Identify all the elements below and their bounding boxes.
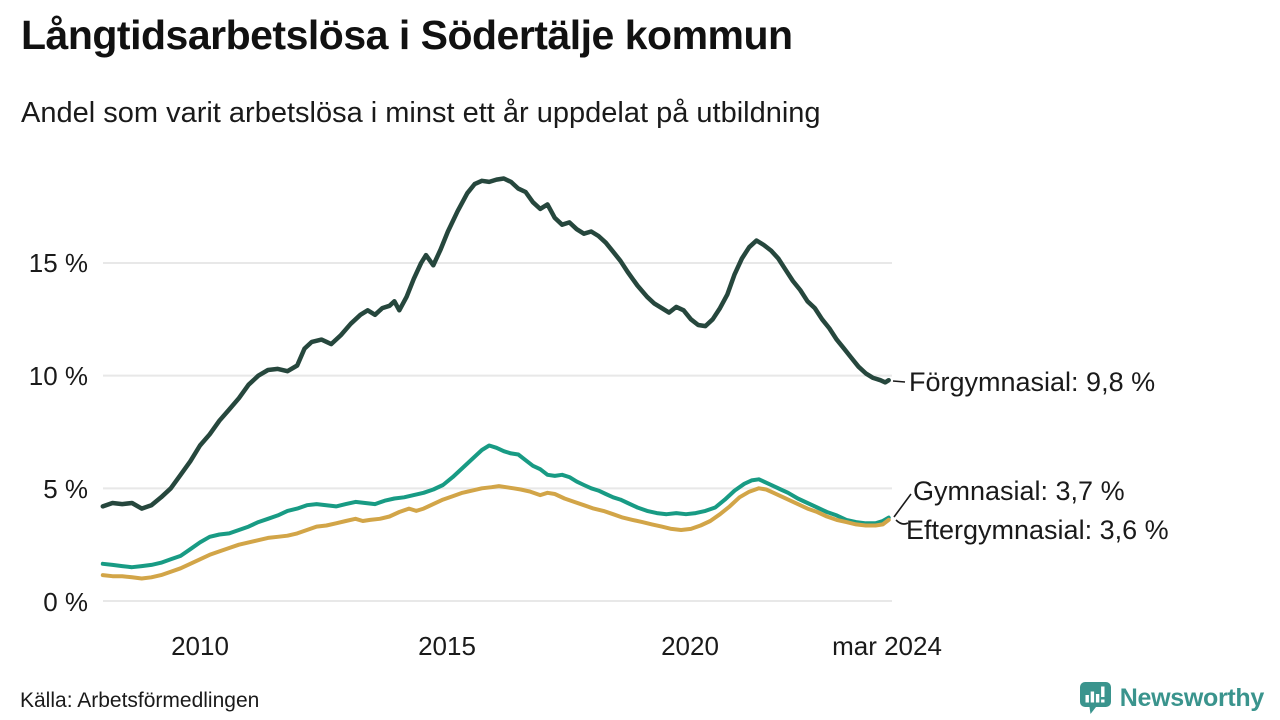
series-label-eftergymnasial: Eftergymnasial: 3,6 % [906, 515, 1169, 545]
leader-line-eftergymnasial [895, 519, 909, 525]
page-title: Långtidsarbetslösa i Södertälje kommun [21, 12, 793, 58]
newsworthy-bubble-chart-icon [1077, 680, 1113, 716]
series-lines [100, 176, 891, 581]
leader-line-gymnasial [893, 493, 912, 518]
page-subtitle: Andel som varit arbetslösa i minst ett å… [21, 97, 821, 129]
x-tick-2015: 2015 [418, 631, 476, 661]
newsworthy-wordmark: Newsworthy [1119, 683, 1265, 712]
y-tick-0: 0 % [43, 587, 88, 617]
x-tick-2020: 2020 [661, 631, 719, 661]
newsworthy-logo[interactable]: Newsworthy [1077, 680, 1264, 716]
y-tick-5: 5 % [43, 474, 88, 504]
line-eftergymnasial [100, 484, 891, 581]
series-label-gymnasial: Gymnasial: 3,7 % [913, 476, 1125, 506]
leader-lines [892, 380, 912, 525]
leader-line-forgymnasial [892, 380, 906, 383]
source-credit: Källa: Arbetsförmedlingen [20, 689, 260, 712]
series-label-forgymnasial: Förgymnasial: 9,8 % [909, 367, 1156, 397]
line-forgymnasial [100, 176, 891, 511]
y-tick-10: 10 % [28, 361, 88, 391]
x-tick-2010: 2010 [171, 631, 229, 661]
line-gymnasial [100, 443, 891, 570]
y-tick-15: 15 % [28, 248, 88, 278]
x-tick-mar-2024: mar 2024 [832, 631, 942, 661]
